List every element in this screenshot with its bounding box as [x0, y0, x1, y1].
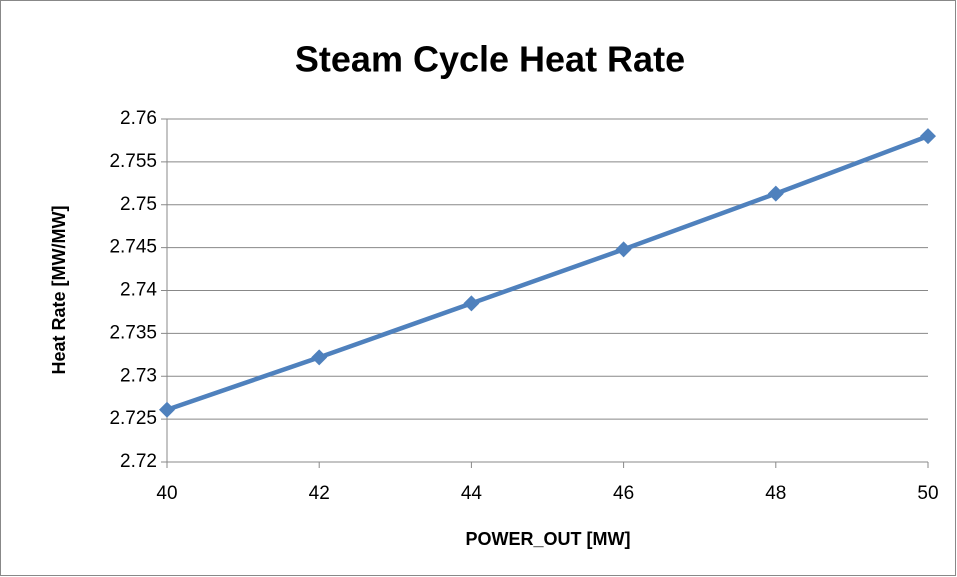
series-line: [166, 134, 929, 412]
y-tick-label: 2.755: [109, 151, 157, 172]
data-point: [767, 185, 784, 202]
y-tick-label: 2.725: [109, 408, 157, 429]
data-point: [311, 349, 328, 366]
y-tick-label: 2.745: [109, 237, 157, 258]
x-tick-label: 44: [461, 483, 483, 504]
x-tick-label: 40: [156, 483, 177, 504]
x-axis-title: POWER_OUT [MW]: [466, 529, 631, 549]
y-tick-label: 2.72: [120, 451, 157, 472]
x-tick-label: 48: [765, 483, 786, 504]
x-tick-label: 50: [917, 483, 938, 504]
y-tick-label: 2.73: [120, 365, 157, 386]
x-tick-label: 42: [309, 483, 330, 504]
data-point: [920, 128, 936, 145]
y-tick-label: 2.74: [120, 280, 157, 301]
chart-title: Steam Cycle Heat Rate: [295, 39, 685, 80]
y-tick-label: 2.735: [109, 322, 157, 343]
y-axis-title: Heat Rate [MW/MW]: [49, 206, 69, 375]
x-tick-label: 46: [613, 483, 634, 504]
data-point: [615, 241, 632, 258]
data-point: [159, 401, 175, 418]
data-point: [463, 295, 480, 312]
y-tick-label: 2.76: [120, 108, 157, 129]
y-tick-label: 2.75: [120, 194, 157, 215]
